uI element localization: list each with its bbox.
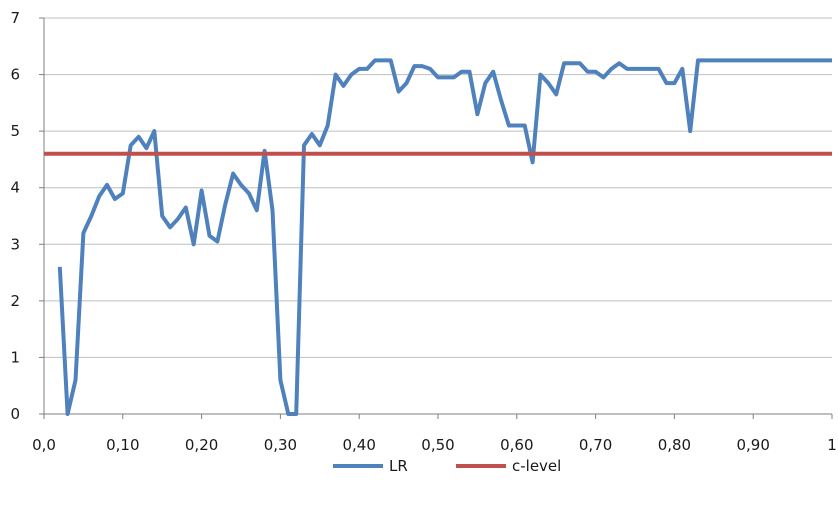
- x-tick-label: 0,80: [658, 436, 691, 454]
- y-tick-label: 3: [10, 235, 20, 253]
- legend-item-c-level: c-level: [456, 457, 561, 475]
- legend-item-lr: LR: [333, 457, 408, 475]
- y-tick-label: 6: [10, 66, 20, 84]
- grid-lines: [44, 17, 832, 358]
- x-tick-label: 0,90: [736, 436, 769, 454]
- x-tick-label: 0,50: [421, 436, 454, 454]
- x-tick-label: 0,30: [264, 436, 297, 454]
- series-line-lr: [57, 58, 832, 416]
- y-tick-label: 1: [10, 348, 20, 366]
- y-tick-label: 0: [10, 405, 20, 423]
- series-lines: [44, 58, 832, 416]
- legend-label: LR: [389, 457, 408, 475]
- legend: LR c-level: [333, 457, 561, 475]
- x-tick-label: 1: [827, 436, 837, 454]
- x-tick-label: 0,0: [32, 436, 56, 454]
- x-tick-label: 0,70: [579, 436, 612, 454]
- y-axis-tick-labels: 0 1 2 3 4 5 6 7: [10, 9, 20, 423]
- x-tick-label: 0,60: [500, 436, 533, 454]
- y-tick-label: 2: [10, 292, 20, 310]
- x-tick-label: 0,40: [342, 436, 375, 454]
- y-tick-label: 7: [10, 9, 20, 27]
- x-axis-tick-labels: 0,0 0,10 0,20 0,30 0,40 0,50 0,60 0,70 0,80 0,90 1: [32, 436, 837, 454]
- x-tick-label: 0,10: [106, 436, 139, 454]
- axes: [39, 17, 833, 419]
- y-tick-label: 4: [10, 179, 20, 197]
- legend-label: c-level: [512, 457, 561, 475]
- y-tick-label: 5: [10, 122, 20, 140]
- x-tick-label: 0,20: [185, 436, 218, 454]
